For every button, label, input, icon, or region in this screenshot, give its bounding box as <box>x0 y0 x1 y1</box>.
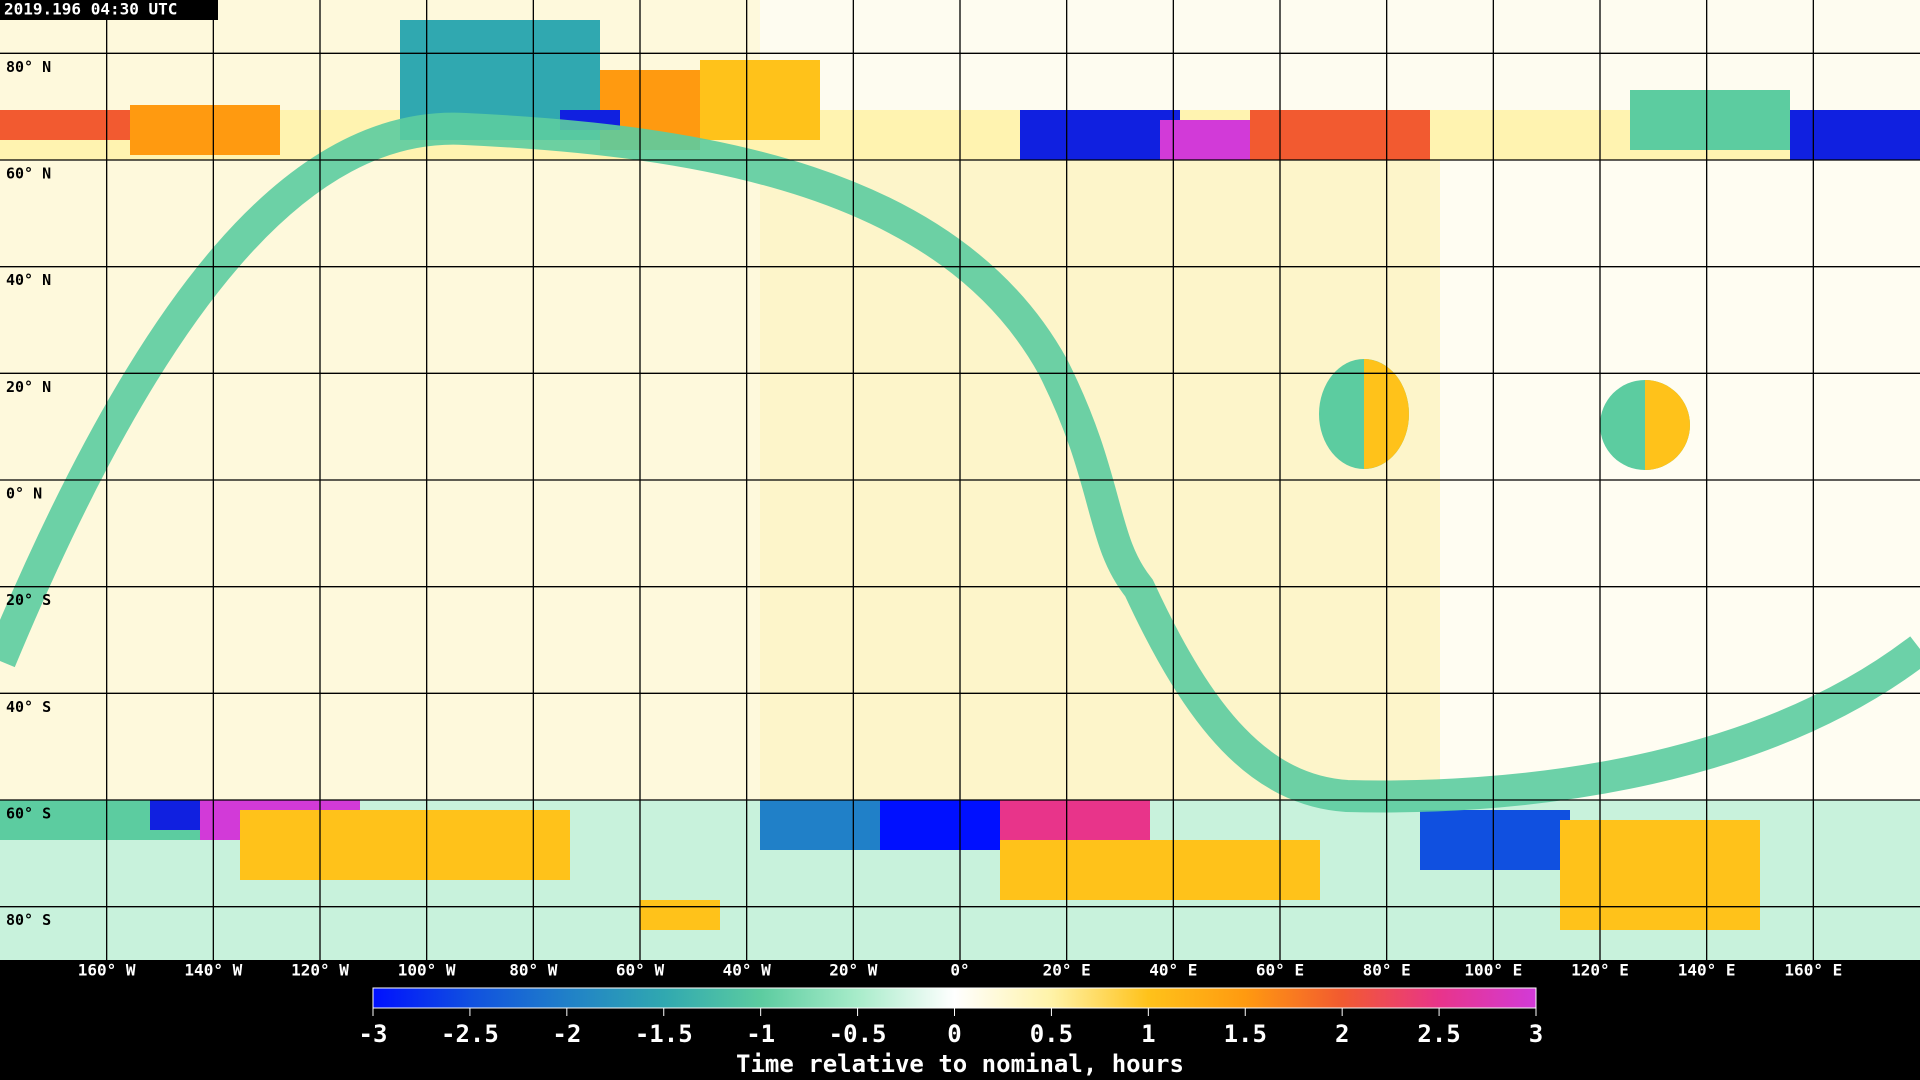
lon-label: 60° E <box>1256 961 1304 980</box>
lon-label: 80° E <box>1363 961 1411 980</box>
colorbar-tick-label: -0.5 <box>829 1020 887 1048</box>
lat-label: 0° N <box>6 485 42 503</box>
colorbar-tick-label: -2 <box>552 1020 581 1048</box>
lat-label: 60° S <box>6 805 51 823</box>
colorbar-tick-label: -1 <box>746 1020 775 1048</box>
lon-label: 100° E <box>1464 961 1522 980</box>
colorbar-tick-label: 2 <box>1335 1020 1349 1048</box>
lon-label: 160° E <box>1784 961 1842 980</box>
lon-label: 120° E <box>1571 961 1629 980</box>
footer-bar <box>0 960 1920 1080</box>
colorbar <box>372 987 1537 1009</box>
lat-label: 20° N <box>6 378 51 396</box>
lat-label: 80° S <box>6 911 51 929</box>
lon-label: 120° W <box>291 961 349 980</box>
lon-label: 20° W <box>829 961 878 980</box>
colorbar-tick-label: 2.5 <box>1417 1020 1460 1048</box>
lon-label: 60° W <box>616 961 665 980</box>
colorbar-tick-label: -3 <box>359 1020 388 1048</box>
colorbar-tick-label: 3 <box>1529 1020 1543 1048</box>
lon-label: 80° W <box>509 961 558 980</box>
timestamp: 2019.196 04:30 UTC <box>4 0 177 19</box>
lon-label: 140° W <box>184 961 242 980</box>
lat-label: 40° S <box>6 698 51 716</box>
colorbar-tick-label: 0 <box>947 1020 961 1048</box>
lat-label: 40° N <box>6 271 51 289</box>
lon-label: 160° W <box>78 961 136 980</box>
colorbar-label: Time relative to nominal, hours <box>736 1050 1184 1078</box>
lon-label: 20° E <box>1043 961 1091 980</box>
colorbar-tick-label: 1.5 <box>1224 1020 1267 1048</box>
lon-label: 140° E <box>1678 961 1736 980</box>
lon-label: 40° E <box>1149 961 1197 980</box>
lat-label: 20° S <box>6 591 51 609</box>
title-box <box>0 0 218 20</box>
colorbar-tick-label: 0.5 <box>1030 1020 1073 1048</box>
lon-label: 40° W <box>723 961 772 980</box>
lat-label: 60° N <box>6 165 51 183</box>
lon-label: 100° W <box>398 961 456 980</box>
lon-label: 0° <box>950 961 969 980</box>
colorbar-tick-label: -2.5 <box>441 1020 499 1048</box>
lat-label: 80° N <box>6 58 51 76</box>
graticule <box>0 0 1920 960</box>
colorbar-tick-label: 1 <box>1141 1020 1155 1048</box>
colorbar-tick-label: -1.5 <box>635 1020 693 1048</box>
